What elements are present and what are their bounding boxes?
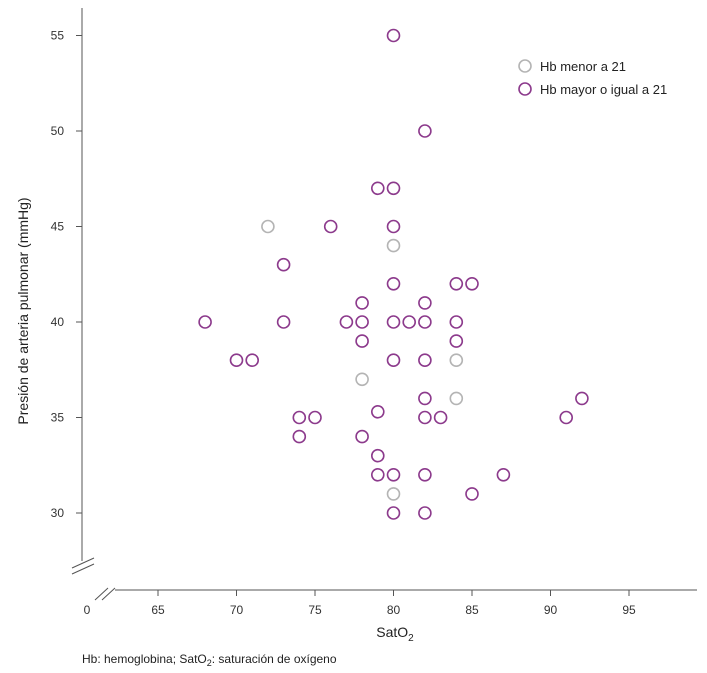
legend-label-hb-menor: Hb menor a 21: [540, 59, 626, 74]
x-tick-label: 70: [230, 603, 244, 617]
point-hb-mayor: [418, 391, 432, 406]
point-hb-mayor: [355, 429, 369, 444]
point-hb-mayor: [496, 467, 511, 482]
point-hb-mayor: [418, 353, 432, 368]
point-hb-mayor: [386, 219, 401, 234]
y-tick-label: 50: [51, 124, 65, 138]
footnote: Hb: hemoglobina; SatO2: saturación de ox…: [82, 652, 337, 668]
point-hb-mayor: [418, 506, 432, 520]
point-hb-mayor: [292, 410, 307, 425]
x-tick-label: 90: [544, 603, 558, 617]
x-tick-label: 95: [622, 603, 636, 617]
footnote-part2: : saturación de oxígeno: [212, 652, 337, 666]
y-tick-label: 40: [51, 315, 65, 329]
point-hb-mayor: [386, 315, 401, 329]
legend-label-hb-mayor: Hb mayor o igual a 21: [540, 82, 667, 97]
y-axis-title: Presión de arteria pulmonar (mmHg): [15, 197, 31, 424]
x-axis-break-mark: [94, 587, 109, 601]
point-hb-mayor: [386, 276, 401, 291]
data-points: [198, 28, 589, 520]
point-hb-mayor: [559, 410, 574, 425]
point-hb-menor: [449, 353, 464, 368]
legend-marker-hb-menor: [518, 59, 532, 73]
point-hb-mayor: [386, 467, 401, 482]
point-hb-mayor: [433, 410, 448, 425]
x-axis-title-subscript: 2: [408, 633, 414, 644]
point-hb-mayor: [370, 448, 385, 463]
x-tick-label: 80: [387, 603, 401, 617]
point-hb-mayor: [323, 219, 338, 234]
x-axis-break-mark: [101, 587, 116, 601]
axes: [71, 8, 697, 601]
point-hb-menor: [355, 372, 369, 387]
y-tick-label: 35: [51, 411, 65, 425]
point-hb-mayor: [229, 353, 244, 368]
point-hb-mayor: [276, 315, 291, 329]
x-ticks: 0 65 70 75 80 85 90 95: [84, 590, 636, 617]
x-tick-label: 65: [151, 603, 165, 617]
point-hb-mayor: [386, 181, 401, 196]
y-axis-break-mark: [71, 557, 95, 569]
x-axis-title: SatO2: [376, 624, 414, 644]
x-axis-title-main: SatO: [376, 624, 408, 640]
y-ticks: 30 35 40 45 50 55: [51, 29, 82, 520]
point-hb-mayor: [276, 257, 291, 272]
point-hb-mayor: [418, 315, 432, 329]
point-hb-mayor: [465, 487, 479, 501]
point-hb-mayor: [418, 467, 432, 482]
point-hb-mayor: [370, 404, 385, 419]
point-hb-mayor: [355, 315, 369, 329]
point-hb-mayor: [575, 391, 589, 406]
y-axis-break-mark: [71, 563, 95, 575]
x-tick-label: 85: [465, 603, 479, 617]
point-hb-mayor: [418, 410, 432, 425]
point-hb-menor: [386, 487, 401, 501]
legend: Hb menor a 21 Hb mayor o igual a 21: [518, 59, 667, 97]
point-hb-mayor: [386, 506, 401, 520]
point-hb-mayor: [355, 334, 369, 348]
y-tick-label: 30: [51, 506, 65, 520]
point-hb-mayor: [308, 410, 322, 425]
point-hb-mayor: [465, 276, 479, 291]
point-hb-mayor: [386, 28, 401, 43]
point-hb-mayor: [418, 124, 432, 138]
point-hb-mayor: [449, 276, 464, 291]
point-hb-mayor: [386, 353, 401, 368]
point-hb-mayor: [355, 296, 369, 310]
point-hb-menor: [449, 391, 464, 406]
point-hb-mayor: [339, 315, 354, 329]
point-hb-mayor: [198, 315, 212, 329]
point-hb-mayor: [245, 353, 259, 368]
footnote-part1: Hb: hemoglobina; SatO: [82, 652, 207, 666]
point-hb-mayor: [449, 315, 464, 329]
x-tick-label: 75: [308, 603, 322, 617]
point-hb-mayor: [418, 296, 432, 310]
point-hb-mayor: [402, 315, 417, 329]
y-tick-label: 55: [51, 29, 65, 43]
y-tick-label: 45: [51, 220, 65, 234]
legend-marker-hb-mayor: [518, 82, 532, 96]
point-hb-mayor: [370, 467, 385, 482]
point-hb-mayor: [292, 429, 307, 444]
footnote-subscript: 2: [207, 658, 212, 668]
point-hb-mayor: [449, 334, 464, 348]
x-tick-label: 0: [84, 603, 91, 617]
point-hb-mayor: [370, 181, 385, 196]
point-hb-menor: [261, 219, 275, 234]
point-hb-menor: [386, 238, 401, 253]
